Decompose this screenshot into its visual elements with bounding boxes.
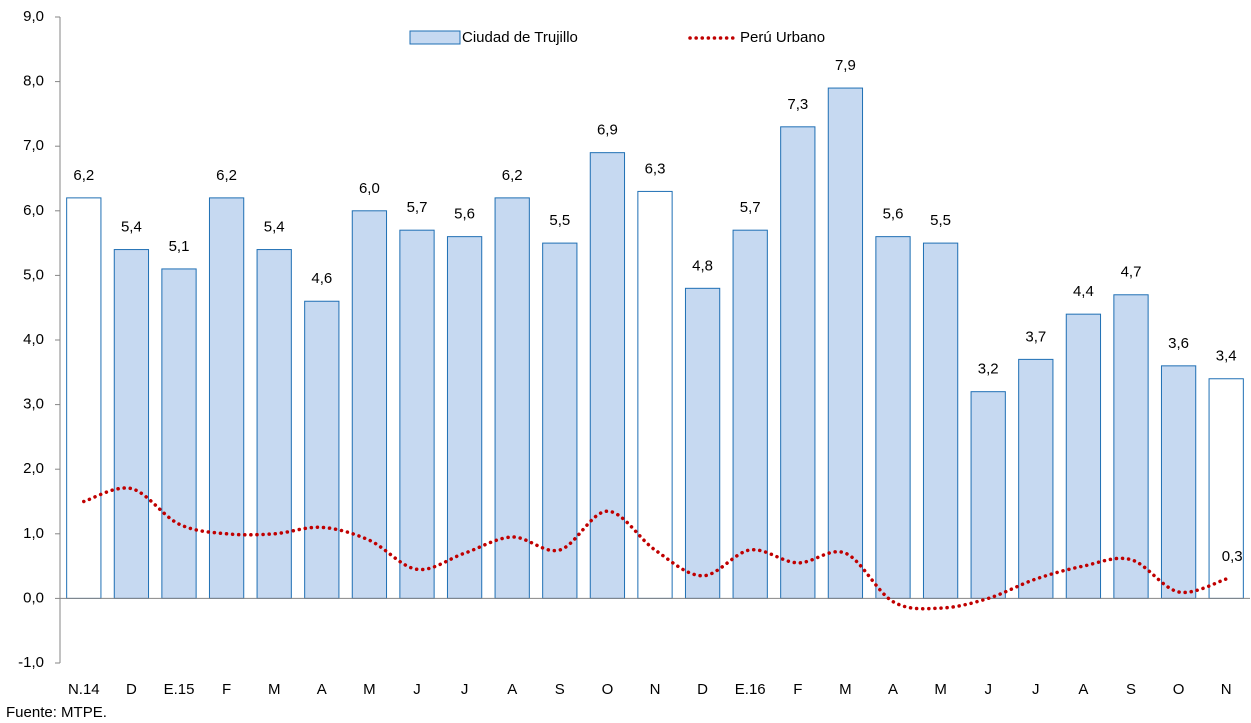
bar <box>113 249 150 599</box>
x-tick-label: A <box>888 681 898 698</box>
x-tick-label: M <box>363 681 376 698</box>
bar <box>827 87 864 599</box>
y-tick-label: -1,0 <box>18 654 44 671</box>
bar <box>399 229 435 599</box>
bar <box>1208 378 1244 599</box>
y-tick-label: 5,0 <box>23 266 44 283</box>
bar <box>304 300 340 599</box>
bar <box>494 197 530 599</box>
value-label: 5,6 <box>454 206 475 223</box>
value-label: 7,9 <box>835 57 856 74</box>
bar <box>780 126 816 599</box>
x-tick-label: N.14 <box>68 681 100 698</box>
bar <box>922 242 959 599</box>
y-tick-label: 7,0 <box>23 137 44 154</box>
x-tick-label: S <box>1126 681 1136 698</box>
x-tick-label: E.16 <box>735 681 766 698</box>
y-tick-label: 6,0 <box>23 202 44 219</box>
y-tick-label: 8,0 <box>23 73 44 90</box>
bar <box>970 391 1006 599</box>
value-label: 6,0 <box>359 180 380 197</box>
value-label: 4,8 <box>692 257 713 274</box>
value-label: 3,6 <box>1168 335 1189 352</box>
value-label: 0,3 <box>1222 548 1243 565</box>
x-tick-label: D <box>697 681 708 698</box>
bar <box>589 152 626 599</box>
legend-label: Perú Urbano <box>740 29 825 46</box>
x-tick-label: S <box>555 681 565 698</box>
value-label: 6,2 <box>216 167 237 184</box>
value-label: 3,4 <box>1216 348 1237 365</box>
x-tick-label: J <box>984 681 992 698</box>
bar <box>1160 365 1197 599</box>
y-tick-label: 0,0 <box>23 589 44 606</box>
bar <box>542 242 578 599</box>
value-label: 3,2 <box>978 361 999 378</box>
y-tick-label: 4,0 <box>23 331 44 348</box>
y-tick-label: 3,0 <box>23 396 44 413</box>
x-tick-label: F <box>793 681 802 698</box>
bar <box>446 236 483 599</box>
value-label: 5,4 <box>264 219 285 236</box>
x-tick-label: A <box>507 681 517 698</box>
y-tick-label: 1,0 <box>23 525 44 542</box>
x-tick-label: E.15 <box>164 681 195 698</box>
bar <box>66 197 102 599</box>
value-label: 5,6 <box>883 206 904 223</box>
value-label: 5,1 <box>169 238 190 255</box>
x-tick-label: N <box>1221 681 1232 698</box>
bar <box>1018 358 1054 599</box>
value-label: 7,3 <box>787 96 808 113</box>
x-tick-label: M <box>268 681 281 698</box>
x-tick-label: J <box>413 681 421 698</box>
bar <box>875 236 911 599</box>
x-tick-label: J <box>461 681 469 698</box>
legend-label: Ciudad de Trujillo <box>462 29 578 46</box>
bar <box>351 210 388 599</box>
bar <box>1113 294 1149 599</box>
x-tick-label: D <box>126 681 137 698</box>
x-tick-label: J <box>1032 681 1040 698</box>
value-label: 6,3 <box>645 160 666 177</box>
legend-swatch <box>409 30 461 45</box>
y-tick-label: 2,0 <box>23 460 44 477</box>
x-tick-label: M <box>934 681 947 698</box>
value-label: 5,5 <box>549 212 570 229</box>
x-tick-label: A <box>317 681 327 698</box>
line <box>82 486 1228 611</box>
value-label: 3,7 <box>1025 328 1046 345</box>
source-note: Fuente: MTPE. <box>6 704 107 721</box>
value-label: 5,4 <box>121 219 142 236</box>
y-tick-label: 9,0 <box>23 8 44 25</box>
bar <box>1065 313 1102 599</box>
bar <box>256 249 292 599</box>
value-label: 4,7 <box>1121 264 1142 281</box>
x-tick-label: F <box>222 681 231 698</box>
value-label: 4,6 <box>311 270 332 287</box>
x-tick-label: O <box>602 681 614 698</box>
value-label: 6,9 <box>597 122 618 139</box>
value-label: 5,7 <box>740 199 761 216</box>
bar <box>732 229 768 599</box>
bar <box>684 287 721 599</box>
x-tick-label: A <box>1078 681 1088 698</box>
bar <box>161 268 197 599</box>
bar <box>208 197 245 599</box>
x-tick-label: M <box>839 681 852 698</box>
value-label: 6,2 <box>502 167 523 184</box>
value-label: 5,7 <box>407 199 428 216</box>
value-label: 5,5 <box>930 212 951 229</box>
x-tick-label: N <box>650 681 661 698</box>
bar <box>637 190 673 599</box>
x-tick-label: O <box>1173 681 1185 698</box>
value-label: 6,2 <box>73 167 94 184</box>
value-label: 4,4 <box>1073 283 1094 300</box>
